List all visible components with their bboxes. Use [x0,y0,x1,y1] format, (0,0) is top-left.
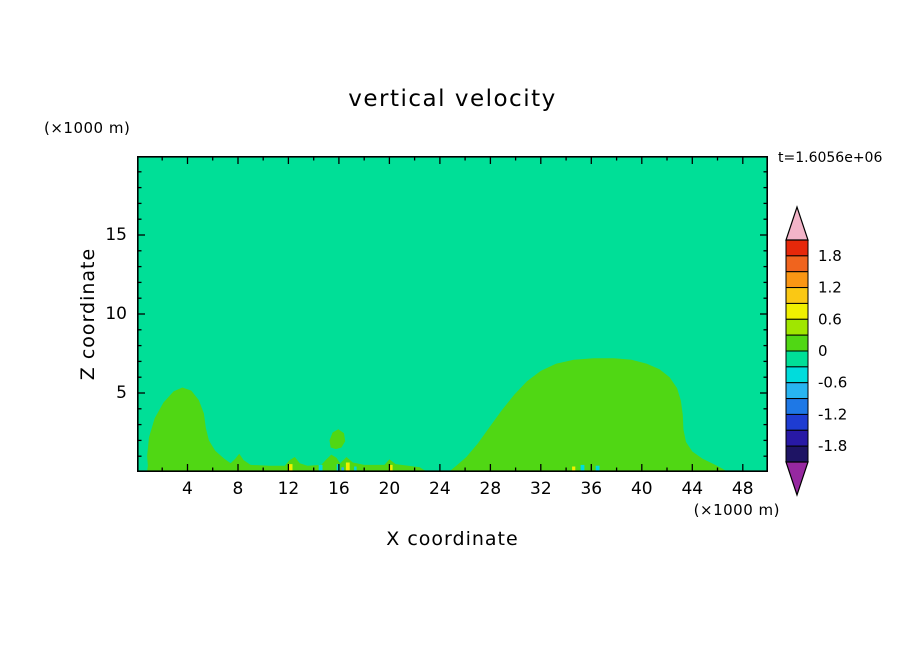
colorbar-band [785,287,809,304]
x-tick-label: 32 [530,479,552,499]
y-axis-title: Z coordinate [77,247,99,381]
colorbar-band [785,382,809,400]
colorbar-tick-label: 1.8 [818,247,842,265]
x-tick-label: 24 [429,479,451,499]
plot-border [137,156,768,472]
contour-region-small-detached-blob [329,429,346,450]
contour-speck [572,466,576,472]
colorbar-band [785,413,809,431]
x-tick-label: 48 [731,479,754,499]
colorbar-top-cap [785,205,809,241]
x-tick-label: 4 [182,479,193,499]
colorbar-band [785,334,809,352]
colorbar-band [785,302,809,320]
colorbar: 1.8 1.2 0.6 0 -0.6 -1.2 -1.8 [785,205,847,497]
colorbar-band [785,318,809,336]
contour-speck [595,465,600,472]
colorbar-band [785,350,809,368]
x-axis-unit-label: (×1000 m) [693,501,780,519]
x-tick-label: 12 [277,479,300,499]
colorbar-band [785,429,809,447]
y-tick-label: 5 [116,383,127,403]
contour-region-left-updraft-dome [147,387,242,472]
x-tick-label: 16 [328,479,350,499]
colorbar-band [785,255,809,273]
contour-region-ground-strip [147,453,428,472]
y-axis-unit-label: (×1000 m) [44,119,131,137]
x-tick-label: 40 [630,479,653,499]
colorbar-band [785,239,809,257]
x-axis-title: X coordinate [386,528,519,550]
x-tick-label: 28 [479,479,502,499]
colorbar-band [785,271,809,289]
colorbar-band [785,366,809,384]
contour-speck [341,467,344,472]
colorbar-tick-label: 0.6 [818,310,842,328]
colorbar-tick-label: -1.2 [818,405,847,423]
contour-speck [288,464,293,472]
timestamp-label: t=1.6056e+06 [778,150,883,166]
contour-speck [388,464,393,472]
colorbar-band [785,445,809,463]
contour-speck [318,464,323,472]
colorbar-tick-label: -1.8 [818,437,847,455]
x-tick-label: 20 [378,479,401,499]
y-tick-label: 10 [105,304,127,324]
x-tick-label: 36 [580,479,603,499]
contour-speck [580,464,585,472]
chart-title: vertical velocity [348,86,557,112]
colorbar-tick-label: 0 [818,342,828,360]
contour-plot [137,156,768,472]
x-tick-label: 8 [232,479,244,499]
colorbar-tick-label: 1.2 [818,279,842,297]
y-tick-label: 15 [105,225,127,245]
colorbar-band [785,398,809,415]
contour-speck [345,462,350,472]
x-tick-label: 44 [681,479,704,499]
colorbar-tick-label: -0.6 [818,374,847,392]
colorbar-bottom-cap [785,461,809,497]
contour-speck [354,466,357,472]
contour-region-right-updraft-dome [448,358,728,472]
